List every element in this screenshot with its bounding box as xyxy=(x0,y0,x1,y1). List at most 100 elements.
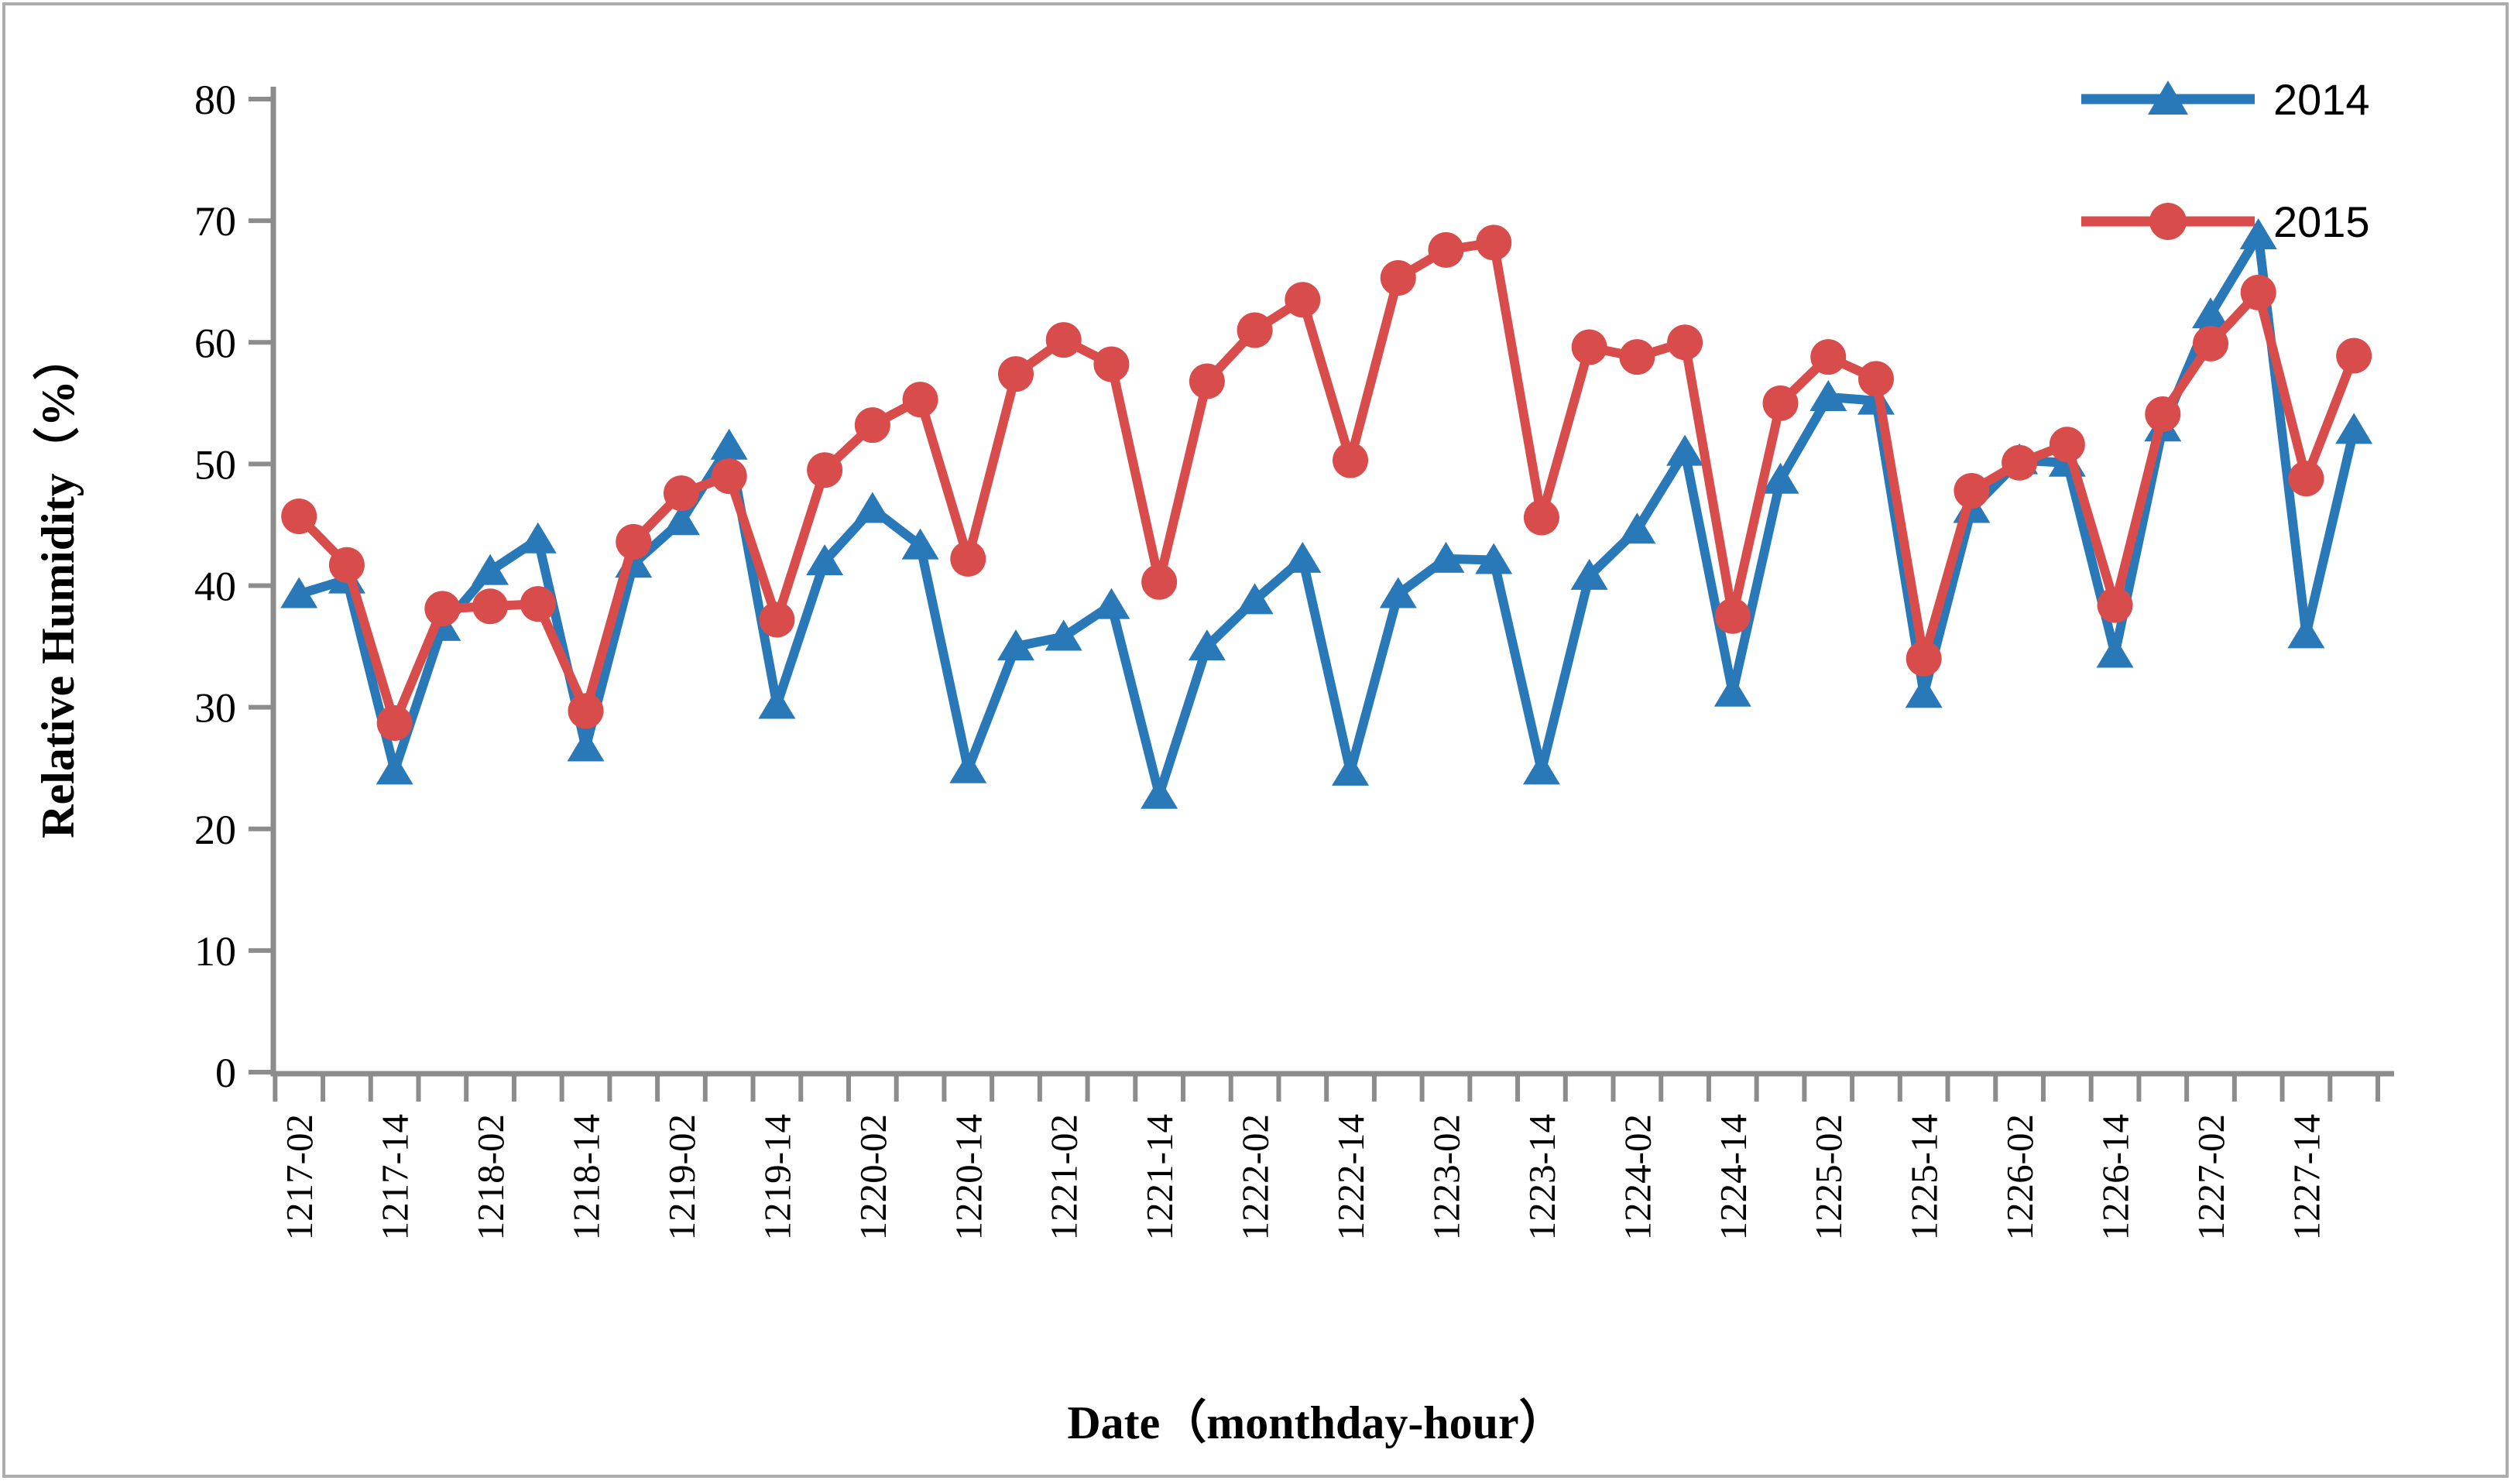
y-tick-label: 40 xyxy=(194,564,236,610)
data-point-triangle xyxy=(1188,629,1226,661)
y-axis-title: Relative Humidity（%） xyxy=(32,334,84,838)
data-point-circle xyxy=(2002,444,2038,481)
data-point-triangle xyxy=(2192,297,2229,329)
data-point-triangle xyxy=(519,522,557,554)
data-point-circle xyxy=(1141,564,1178,600)
data-point-circle xyxy=(1428,231,1464,268)
legend-label-2014: 2014 xyxy=(2273,75,2370,124)
data-point-triangle xyxy=(2335,413,2373,444)
data-point-triangle xyxy=(1093,588,1130,619)
data-point-triangle xyxy=(2239,218,2277,249)
data-point-triangle xyxy=(1379,577,1417,608)
data-point-triangle xyxy=(853,492,891,523)
plot-series xyxy=(280,218,2373,809)
data-point-circle xyxy=(2240,274,2276,310)
x-tick-label: 1227-02 xyxy=(2190,1114,2232,1240)
data-point-triangle xyxy=(1522,753,1560,785)
series-line-2014 xyxy=(294,230,2359,800)
x-tick-label: 1226-14 xyxy=(2094,1114,2137,1240)
data-point-circle xyxy=(663,475,699,512)
data-point-triangle xyxy=(280,577,318,608)
data-point-circle xyxy=(1045,322,1082,358)
data-point-circle xyxy=(2097,587,2133,623)
y-tick-label: 80 xyxy=(194,77,236,123)
legend: 2014 2015 xyxy=(2081,75,2370,246)
data-point-triangle xyxy=(806,544,844,576)
x-tick-label: 1220-14 xyxy=(947,1114,990,1240)
x-tick-label: 1221-02 xyxy=(1043,1114,1086,1240)
data-point-triangle xyxy=(376,753,413,785)
x-tick-label: 1218-02 xyxy=(469,1114,512,1240)
data-point-circle xyxy=(807,452,843,488)
data-point-circle xyxy=(1667,324,1703,361)
data-point-triangle xyxy=(997,629,1034,661)
data-point-circle xyxy=(1714,598,1751,634)
data-point-triangle xyxy=(1427,541,1465,573)
data-point-triangle xyxy=(1761,462,1799,494)
x-tick-label: 1217-02 xyxy=(278,1114,321,1240)
data-point-triangle xyxy=(710,428,748,460)
data-point-circle xyxy=(328,547,365,583)
data-point-circle xyxy=(1093,346,1130,382)
data-point-circle xyxy=(1619,339,1655,375)
x-tick-label: 1223-14 xyxy=(1521,1114,1563,1240)
data-point-triangle xyxy=(1284,541,1322,573)
data-point-circle xyxy=(2288,461,2324,497)
legend-item-2014: 2014 xyxy=(2081,75,2370,124)
data-point-circle xyxy=(472,588,509,625)
data-point-circle xyxy=(520,586,556,622)
data-point-triangle xyxy=(901,528,939,560)
data-point-circle xyxy=(1858,361,1894,397)
x-tick-label: 1222-14 xyxy=(1329,1114,1372,1240)
y-tick-label: 30 xyxy=(194,685,236,732)
data-point-triangle xyxy=(1570,558,1608,590)
x-tick-label: 1219-14 xyxy=(756,1114,798,1240)
data-point-circle xyxy=(1380,259,1416,296)
series-2015 xyxy=(281,224,2372,742)
data-point-circle xyxy=(998,356,1034,392)
axes: 0 10 20 30 40 50 60 70 80 1217-02 1217-14 1218-02 12… xyxy=(194,77,2394,1240)
data-point-triangle xyxy=(567,730,605,762)
data-point-circle xyxy=(759,601,795,638)
y-tick-label: 50 xyxy=(194,441,236,488)
data-point-triangle xyxy=(949,752,987,783)
data-point-triangle xyxy=(662,504,700,536)
data-point-circle xyxy=(1333,442,1369,478)
x-tick-label: 1227-14 xyxy=(2285,1114,2327,1240)
y-tick-label: 10 xyxy=(194,928,236,975)
data-point-circle xyxy=(1954,472,1990,509)
x-tick-label: 1225-02 xyxy=(1807,1114,1850,1240)
data-point-circle xyxy=(711,458,747,495)
x-tick-label: 1224-02 xyxy=(1616,1114,1659,1240)
data-point-circle xyxy=(1237,312,1273,348)
data-point-circle xyxy=(902,382,938,418)
data-point-circle xyxy=(1906,640,1942,677)
y-tick-label: 0 xyxy=(215,1050,236,1096)
legend-triangle-icon xyxy=(2148,81,2188,115)
data-point-triangle xyxy=(1475,543,1513,574)
data-point-circle xyxy=(281,498,317,534)
x-tick-label: 1222-02 xyxy=(1234,1114,1277,1240)
data-point-triangle xyxy=(472,554,509,585)
x-tick-label: 1226-02 xyxy=(1998,1114,2041,1240)
data-point-circle xyxy=(2145,396,2181,432)
data-point-circle xyxy=(1476,224,1512,261)
data-point-triangle xyxy=(1905,677,1943,708)
data-point-triangle xyxy=(1236,583,1274,615)
y-tick-label: 70 xyxy=(194,198,236,245)
data-point-triangle xyxy=(1666,434,1704,466)
data-point-circle xyxy=(568,693,604,729)
data-point-circle xyxy=(1571,329,1607,365)
x-tick-label: 1220-02 xyxy=(852,1114,894,1240)
data-point-triangle xyxy=(1713,675,1751,707)
data-point-circle xyxy=(424,591,461,627)
data-point-triangle xyxy=(1141,777,1178,809)
data-point-triangle xyxy=(2287,617,2325,649)
data-point-circle xyxy=(1285,282,1321,318)
data-point-circle xyxy=(854,407,890,444)
data-point-triangle xyxy=(1618,512,1656,544)
data-point-circle xyxy=(1189,363,1225,399)
data-point-triangle xyxy=(758,687,796,719)
